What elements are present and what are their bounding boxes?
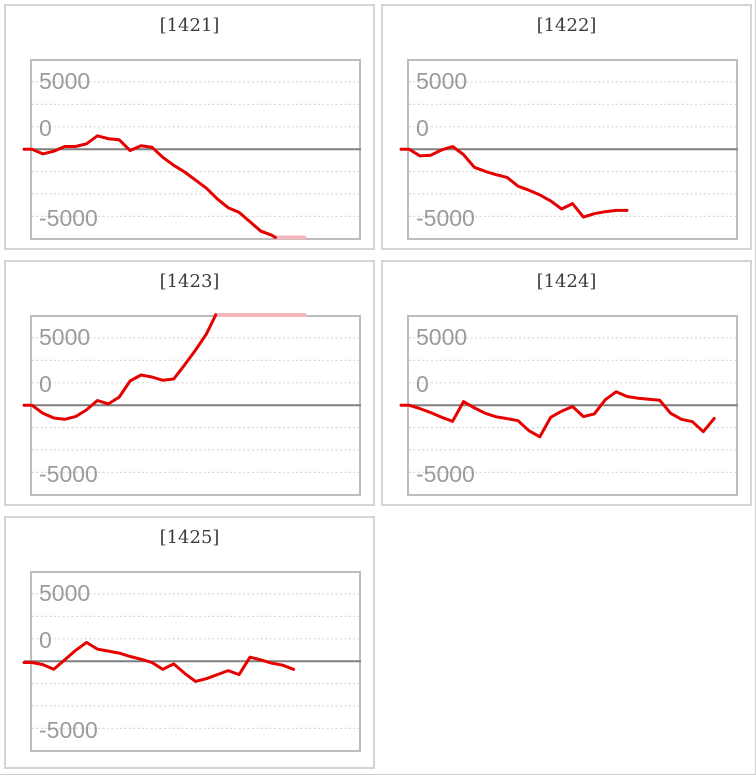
chart-title-1425: [1425]	[159, 527, 220, 548]
chart-title-1422: [1422]	[536, 15, 597, 36]
slump-line-graph-1421	[22, 81, 361, 240]
plot-area-1422: 5000 0 -5000	[399, 59, 738, 240]
data-line	[22, 134, 277, 239]
plot-area-1425: 5000 0 -5000	[22, 571, 361, 752]
chart-cell-1424: [1424] 5000 0 -5000	[381, 260, 752, 506]
y-tick-label-5000: 5000	[39, 324, 91, 350]
y-tick-label-0: 0	[39, 115, 52, 141]
y-tick-label-5000: 5000	[416, 68, 468, 94]
slump-line-graph-1423	[22, 313, 361, 473]
plot-area-1421: 5000 0 -5000	[22, 59, 361, 240]
y-tick-label-0: 0	[416, 371, 429, 397]
y-tick-label-neg5000: -5000	[416, 461, 475, 487]
slump-line-graph-1424	[399, 337, 738, 473]
y-tick-label-neg5000: -5000	[39, 205, 98, 231]
chart-cell-1422: [1422] 5000 0 -5000	[381, 4, 752, 250]
y-tick-label-neg5000: -5000	[39, 717, 98, 743]
empty-cell	[381, 516, 752, 769]
y-tick-label-5000: 5000	[39, 68, 91, 94]
data-line	[399, 390, 716, 439]
chart-title-1421: [1421]	[159, 15, 220, 36]
plot-area-1423: 5000 0 -5000	[22, 313, 361, 496]
y-tick-label-5000: 5000	[39, 580, 91, 606]
chart-title-1423: [1423]	[159, 271, 220, 292]
y-tick-label-0: 0	[416, 115, 429, 141]
y-tick-label-neg5000: -5000	[39, 461, 98, 487]
y-tick-label-5000: 5000	[416, 324, 468, 350]
plot-area-1424: 5000 0 -5000	[399, 315, 738, 496]
data-line	[22, 313, 218, 421]
y-tick-label-0: 0	[39, 627, 52, 653]
chart-cell-1425: [1425] 5000 0 -5000	[4, 516, 375, 769]
chart-cell-1423: [1423] 5000 0 -5000	[4, 260, 375, 506]
y-tick-label-neg5000: -5000	[416, 205, 475, 231]
chart-cell-1421: [1421] 5000 0 -5000	[4, 4, 375, 250]
data-line	[399, 145, 629, 219]
y-tick-label-0: 0	[39, 371, 52, 397]
slump-line-graph-1422	[399, 81, 738, 219]
chart-title-1424: [1424]	[536, 271, 597, 292]
slump-line-graph-1425	[22, 593, 361, 729]
data-line	[22, 640, 296, 683]
